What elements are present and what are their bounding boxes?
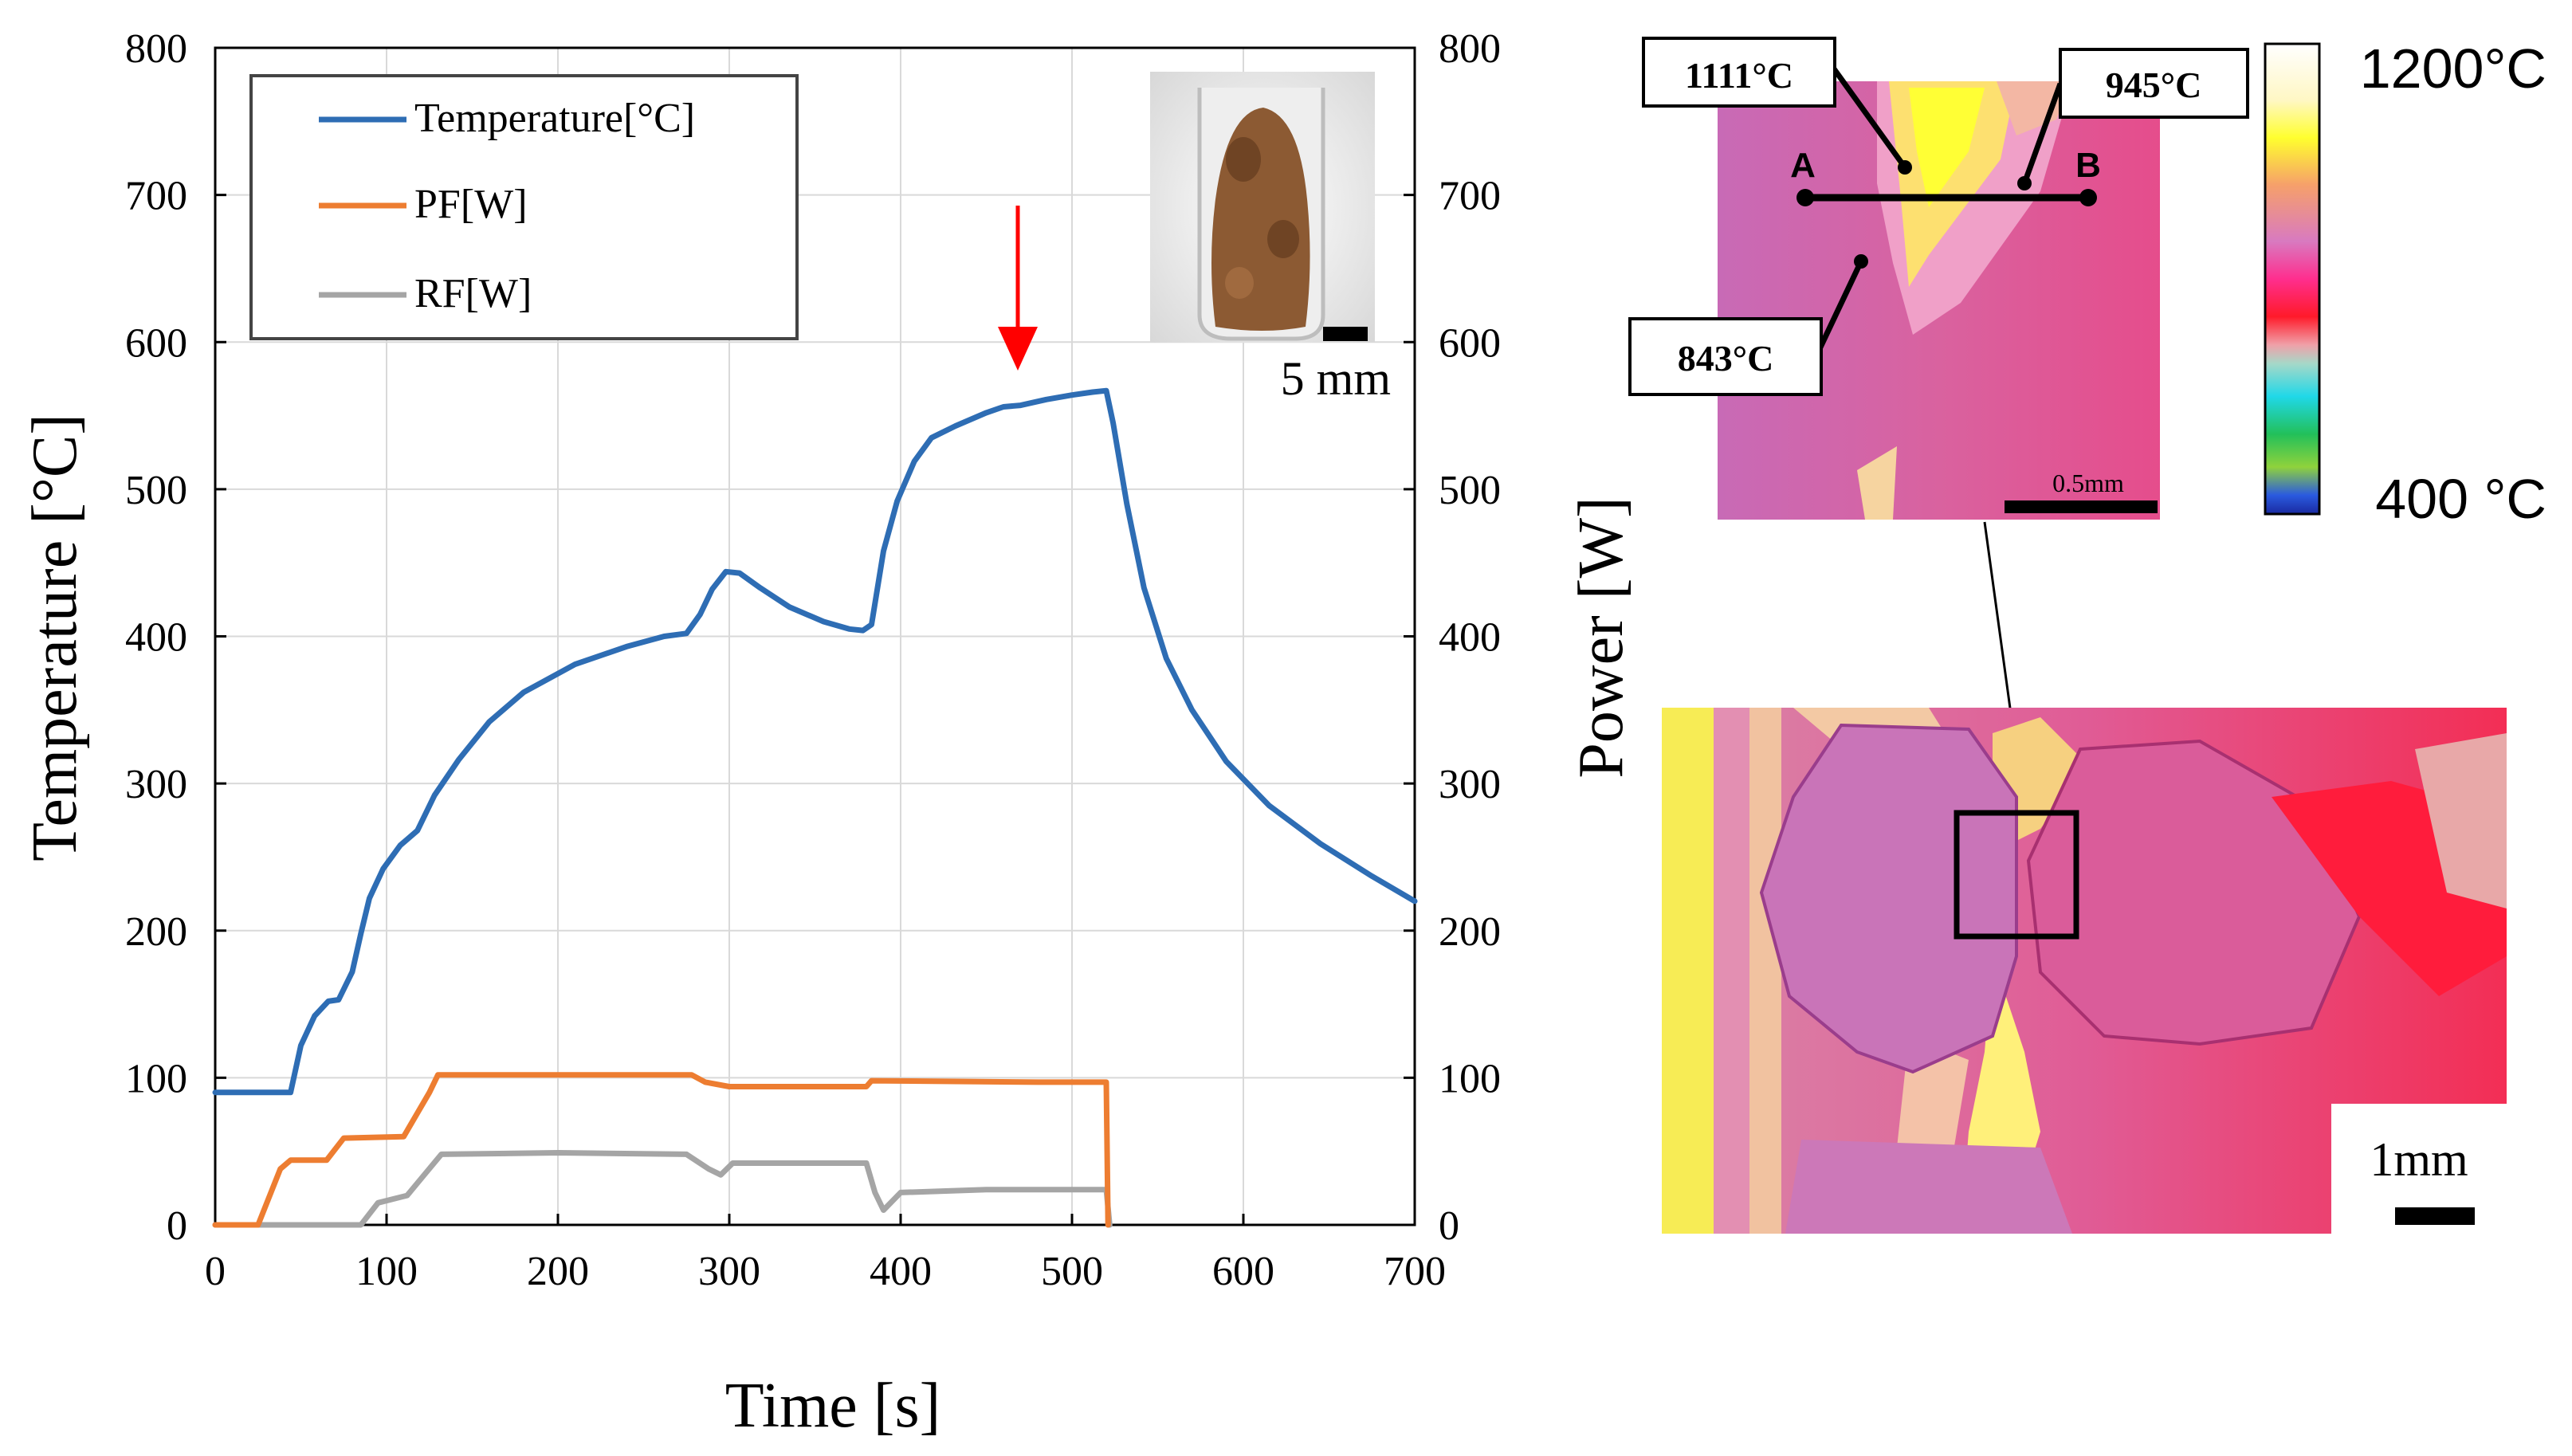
y-tick-label-left: 800: [125, 26, 187, 72]
colorbar-max-label: 1200°C: [2360, 37, 2546, 100]
colorbar-gradient: [2264, 42, 2321, 516]
callout-dot-1111: [1898, 160, 1912, 175]
sample-texture: [1225, 267, 1254, 299]
x-tick-labels: 0 100 200 300 400 500 600 700: [205, 1249, 1446, 1294]
y-tick-label-right: 700: [1439, 174, 1501, 219]
y-tick-label-right: 500: [1439, 468, 1501, 513]
full-scale-bar: [2395, 1207, 2475, 1225]
y-tick-label-left: 400: [125, 615, 187, 661]
sample-texture: [1226, 137, 1261, 182]
y-axis-left-title: Temperature [°C]: [20, 414, 90, 861]
y-tick-label-left: 600: [125, 320, 187, 366]
zoom-scale-label: 0.5mm: [2052, 469, 2124, 497]
y-axis-right-title: Power [W]: [1566, 496, 1636, 778]
callout-dot-843: [1854, 254, 1868, 269]
y-left-tick-labels: 0 100 200 300 400 500 600 700 800: [125, 26, 187, 1249]
full-scale-label: 1mm: [2370, 1133, 2468, 1186]
legend-label-rf: RF[W]: [414, 271, 532, 316]
particle-right: [2026, 739, 2362, 1046]
hot-zone: [1857, 446, 1897, 520]
thermal-full-image: 1mm: [1662, 708, 2507, 1234]
callout-box-1111: [1642, 37, 1836, 108]
callout-label-1111: 1111°C: [1685, 55, 1793, 96]
point-b-label: B: [2075, 146, 2101, 185]
series-lines: [212, 387, 1418, 1228]
hot-zone-grey: [2415, 733, 2507, 909]
zoom-scale-bar: [2005, 500, 2158, 513]
series-line-rf: [212, 1150, 1113, 1228]
point-a-label: A: [1790, 146, 1816, 185]
particle-bottom: [1785, 1140, 2072, 1234]
temperature-power-chart: 0 100 200 300 400 500 600 700 0 100 200 300 400 500 6…: [20, 26, 1636, 1441]
y-right-tick-labels: 0 100 200 300 400 500 600 700 800: [1439, 26, 1501, 1249]
callout-dot-945: [2017, 176, 2032, 190]
y-tick-label-right: 800: [1439, 26, 1501, 72]
callout-line-843: [1816, 260, 1864, 352]
x-tick-label: 100: [355, 1249, 418, 1294]
y-tick-label-left: 300: [125, 762, 187, 807]
callout-box-945: [2059, 48, 2249, 119]
callout-box-843: [1628, 317, 1823, 396]
x-tick-label: 300: [698, 1249, 760, 1294]
arrow-head: [998, 327, 1038, 371]
legend-label-pf: PF[W]: [414, 182, 528, 227]
y-tick-label-left: 0: [167, 1203, 187, 1249]
colorbar-min-label: 400 °C: [2375, 468, 2546, 530]
y-tick-label-left: 200: [125, 909, 187, 955]
zoom-region-box: [1954, 810, 2079, 940]
x-tick-label: 600: [1212, 1249, 1274, 1294]
series-line-pf: [212, 1072, 1111, 1228]
x-tick-label: 0: [205, 1249, 226, 1294]
colorbar: 1200°C 400 °C: [2264, 37, 2546, 530]
legend: Temperature[°C] PF[W] RF[W]: [249, 74, 799, 340]
x-tick-label: 200: [527, 1249, 589, 1294]
x-tick-label: 700: [1384, 1249, 1446, 1294]
series-line-temperature: [212, 387, 1418, 1096]
photo-scale-label: 5 mm: [1281, 352, 1391, 405]
legend-label-temperature: Temperature[°C]: [414, 96, 695, 141]
callout-label-843: 843°C: [1678, 338, 1774, 379]
y-tick-label-right: 200: [1439, 909, 1501, 955]
thermal-zoom-image: A B 1111°C 945°C 843°C 0.5mm: [1628, 37, 2249, 520]
y-tick-label-right: 100: [1439, 1056, 1501, 1101]
callout-label-945: 945°C: [2106, 65, 2202, 105]
particle-left: [1759, 723, 2018, 1074]
y-tick-label-right: 0: [1439, 1203, 1459, 1249]
y-tick-label-left: 500: [125, 468, 187, 513]
x-axis-title: Time [s]: [725, 1371, 940, 1441]
x-tick-label: 400: [870, 1249, 932, 1294]
sample-texture: [1267, 220, 1299, 258]
x-tick-label: 500: [1041, 1249, 1103, 1294]
y-tick-label-right: 400: [1439, 615, 1501, 661]
y-tick-label-right: 300: [1439, 762, 1501, 807]
hot-band-left: [1749, 708, 1781, 1234]
y-tick-label-left: 700: [125, 174, 187, 219]
y-tick-label-right: 600: [1439, 320, 1501, 366]
y-tick-label-left: 100: [125, 1056, 187, 1101]
callout-line-1111: [1831, 65, 1907, 170]
photo-scale-bar: [1323, 327, 1368, 341]
hot-zone: [1909, 88, 1985, 207]
inset-photo: 5 mm: [1150, 72, 1391, 405]
point-a-marker: [1796, 189, 1814, 206]
callout-line-945: [2021, 82, 2063, 185]
red-arrow-annotation: [998, 206, 1038, 371]
point-b-marker: [2079, 189, 2097, 206]
